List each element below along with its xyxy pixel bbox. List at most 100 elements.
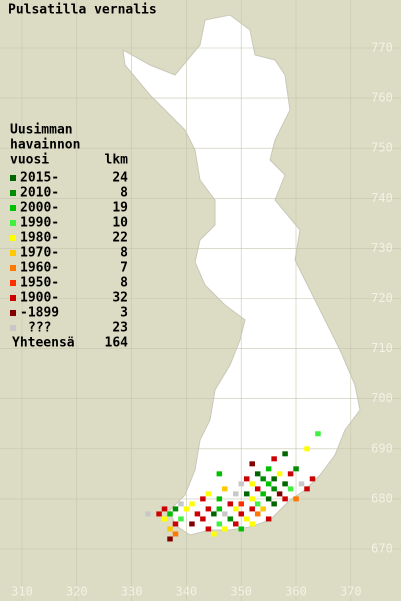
observation-square <box>265 481 272 487</box>
observation-square <box>249 496 255 502</box>
observation-square <box>315 431 321 437</box>
observation-square <box>189 521 195 527</box>
observation-square <box>167 511 173 517</box>
observation-square <box>167 536 173 542</box>
legend-swatch <box>10 250 16 256</box>
observations <box>145 431 321 542</box>
legend-count: 7 <box>120 261 128 276</box>
observation-square <box>276 491 283 497</box>
legend-swatch <box>10 280 16 286</box>
total-count: 164 <box>105 336 129 351</box>
y-grid-label: 700 <box>371 391 393 405</box>
observation-square <box>178 516 184 522</box>
legend-label: 2015- <box>20 171 59 186</box>
legend-label: ??? <box>28 321 51 336</box>
y-grid-label: 760 <box>371 91 393 105</box>
observation-square <box>216 471 223 477</box>
y-grid-label: 720 <box>371 291 393 305</box>
observation-square <box>249 481 255 487</box>
y-grid-label: 680 <box>371 491 393 505</box>
legend-label: 2010- <box>20 186 59 201</box>
observation-square <box>287 486 294 492</box>
legend-count: 10 <box>112 216 128 231</box>
observation-square <box>172 521 179 527</box>
y-grid-label: 710 <box>371 341 393 355</box>
legend-heading: Uusimman <box>10 123 73 138</box>
observation-square <box>271 456 277 462</box>
observation-square <box>161 516 168 522</box>
observation-square <box>167 526 173 532</box>
x-grid-label: 370 <box>340 585 362 599</box>
observation-square <box>233 506 239 512</box>
observation-square <box>265 516 272 522</box>
observation-square <box>282 496 288 502</box>
legend-swatch <box>10 235 16 241</box>
observation-square <box>293 496 299 502</box>
observation-square <box>194 511 201 517</box>
observation-square <box>238 511 244 517</box>
observation-square <box>233 491 239 497</box>
observation-square <box>304 486 310 492</box>
legend-swatch <box>10 265 16 271</box>
observation-square <box>276 471 283 477</box>
legend-count: 8 <box>120 276 128 291</box>
legend-swatch <box>10 175 16 181</box>
observation-square <box>211 531 217 537</box>
legend-heading: vuosi <box>10 153 49 168</box>
legend-count: 32 <box>112 291 128 306</box>
legend-label: 1970- <box>20 246 59 261</box>
observation-square <box>200 496 206 502</box>
observation-square <box>249 521 255 527</box>
observation-square <box>216 521 223 527</box>
observation-square <box>222 486 228 492</box>
observation-square <box>243 491 250 497</box>
y-grid-label: 750 <box>371 141 393 155</box>
y-grid-label: 740 <box>371 191 393 205</box>
observation-square <box>189 501 195 507</box>
legend-label: 1980- <box>20 231 59 246</box>
legend-label: -1899 <box>20 306 59 321</box>
observation-square <box>178 501 184 507</box>
observation-square <box>254 501 261 507</box>
observation-square <box>254 471 261 477</box>
observation-square <box>309 476 316 482</box>
observation-square <box>156 511 162 517</box>
legend-swatch <box>10 220 16 226</box>
legend-swatch <box>10 325 16 331</box>
observation-square <box>298 481 305 487</box>
legend-swatch <box>10 310 16 316</box>
observation-square <box>304 446 310 452</box>
observation-square <box>271 476 277 482</box>
observation-square <box>282 451 288 457</box>
observation-square <box>205 491 212 497</box>
title: Pulsatilla vernalis <box>8 3 157 18</box>
x-grid-label: 360 <box>285 585 307 599</box>
x-grid-label: 330 <box>121 585 143 599</box>
observation-square <box>222 511 228 517</box>
observation-square <box>238 481 244 487</box>
observation-square <box>233 521 239 527</box>
legend-swatch <box>10 190 16 196</box>
observation-square <box>216 506 223 512</box>
observation-square <box>222 526 228 532</box>
observation-square <box>172 531 179 537</box>
legend-count: 8 <box>120 246 128 261</box>
legend-swatch <box>10 295 16 301</box>
observation-square <box>200 516 206 522</box>
observation-square <box>216 496 223 502</box>
legend-label: 1950- <box>20 276 59 291</box>
observation-square <box>161 506 168 512</box>
x-grid-label: 320 <box>66 585 88 599</box>
observation-square <box>211 511 217 517</box>
observation-square <box>238 501 244 507</box>
observation-square <box>271 501 277 507</box>
legend-label: 1900- <box>20 291 59 306</box>
observation-square <box>183 506 190 512</box>
observation-square <box>287 471 294 477</box>
legend-count: 19 <box>112 201 128 216</box>
x-grid-label: 310 <box>11 585 33 599</box>
legend-label: 2000- <box>20 201 59 216</box>
